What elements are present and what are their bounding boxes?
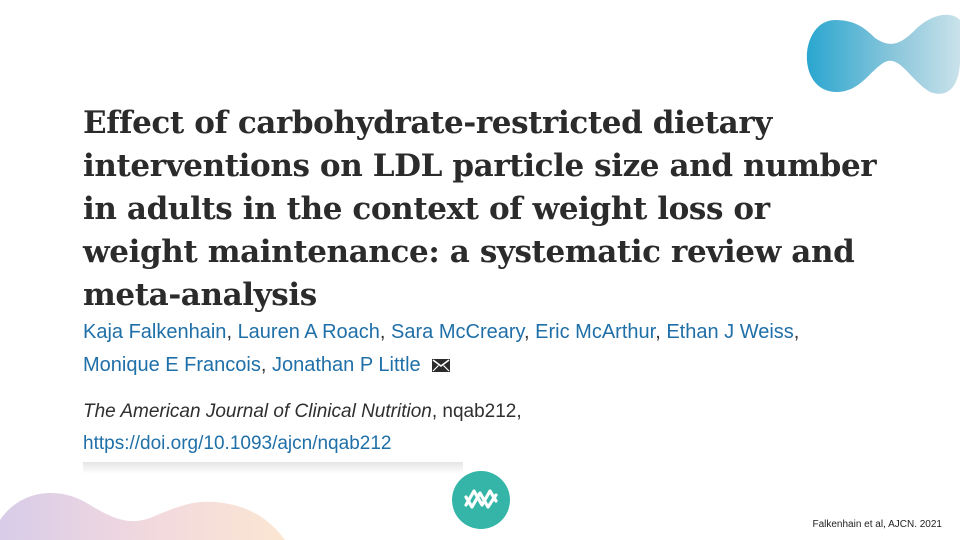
brand-logo-icon — [452, 471, 510, 529]
author-link[interactable]: Ethan J Weiss — [666, 321, 794, 343]
author-link[interactable]: Monique E Francois — [83, 354, 261, 376]
author-separator: , — [260, 354, 272, 376]
article-title: Effect of carbohydrate-restricted dietar… — [83, 105, 877, 313]
doi-link[interactable]: https://doi.org/10.1093/ajcn/nqab212 — [83, 433, 392, 454]
author-link[interactable]: Kaja Falkenhain — [83, 321, 227, 343]
author-list: Kaja Falkenhain, Lauren A Roach, Sara Mc… — [83, 316, 843, 382]
author-separator: , — [793, 321, 800, 343]
author-link[interactable]: Jonathan P Little — [272, 354, 421, 376]
journal-name: The American Journal of Clinical Nutriti… — [83, 401, 432, 422]
author-link[interactable]: Sara McCreary — [391, 321, 525, 343]
author-separator: , — [524, 321, 536, 343]
author-separator: , — [655, 321, 667, 343]
author-separator: , — [226, 321, 238, 343]
journal-citation: The American Journal of Clinical Nutriti… — [83, 396, 843, 460]
faded-text-line — [83, 462, 463, 474]
envelope-icon[interactable] — [432, 359, 451, 373]
author-separator: , — [379, 321, 392, 343]
decorative-blob-bottom-left — [0, 493, 285, 540]
citation-footnote: Falkenhain et al, AJCN. 2021 — [812, 519, 942, 530]
author-link[interactable]: Lauren A Roach — [237, 321, 380, 343]
article-id: , nqab212, — [431, 401, 522, 422]
author-link[interactable]: Eric McArthur — [535, 321, 656, 343]
decorative-blob-top-right — [806, 14, 960, 94]
